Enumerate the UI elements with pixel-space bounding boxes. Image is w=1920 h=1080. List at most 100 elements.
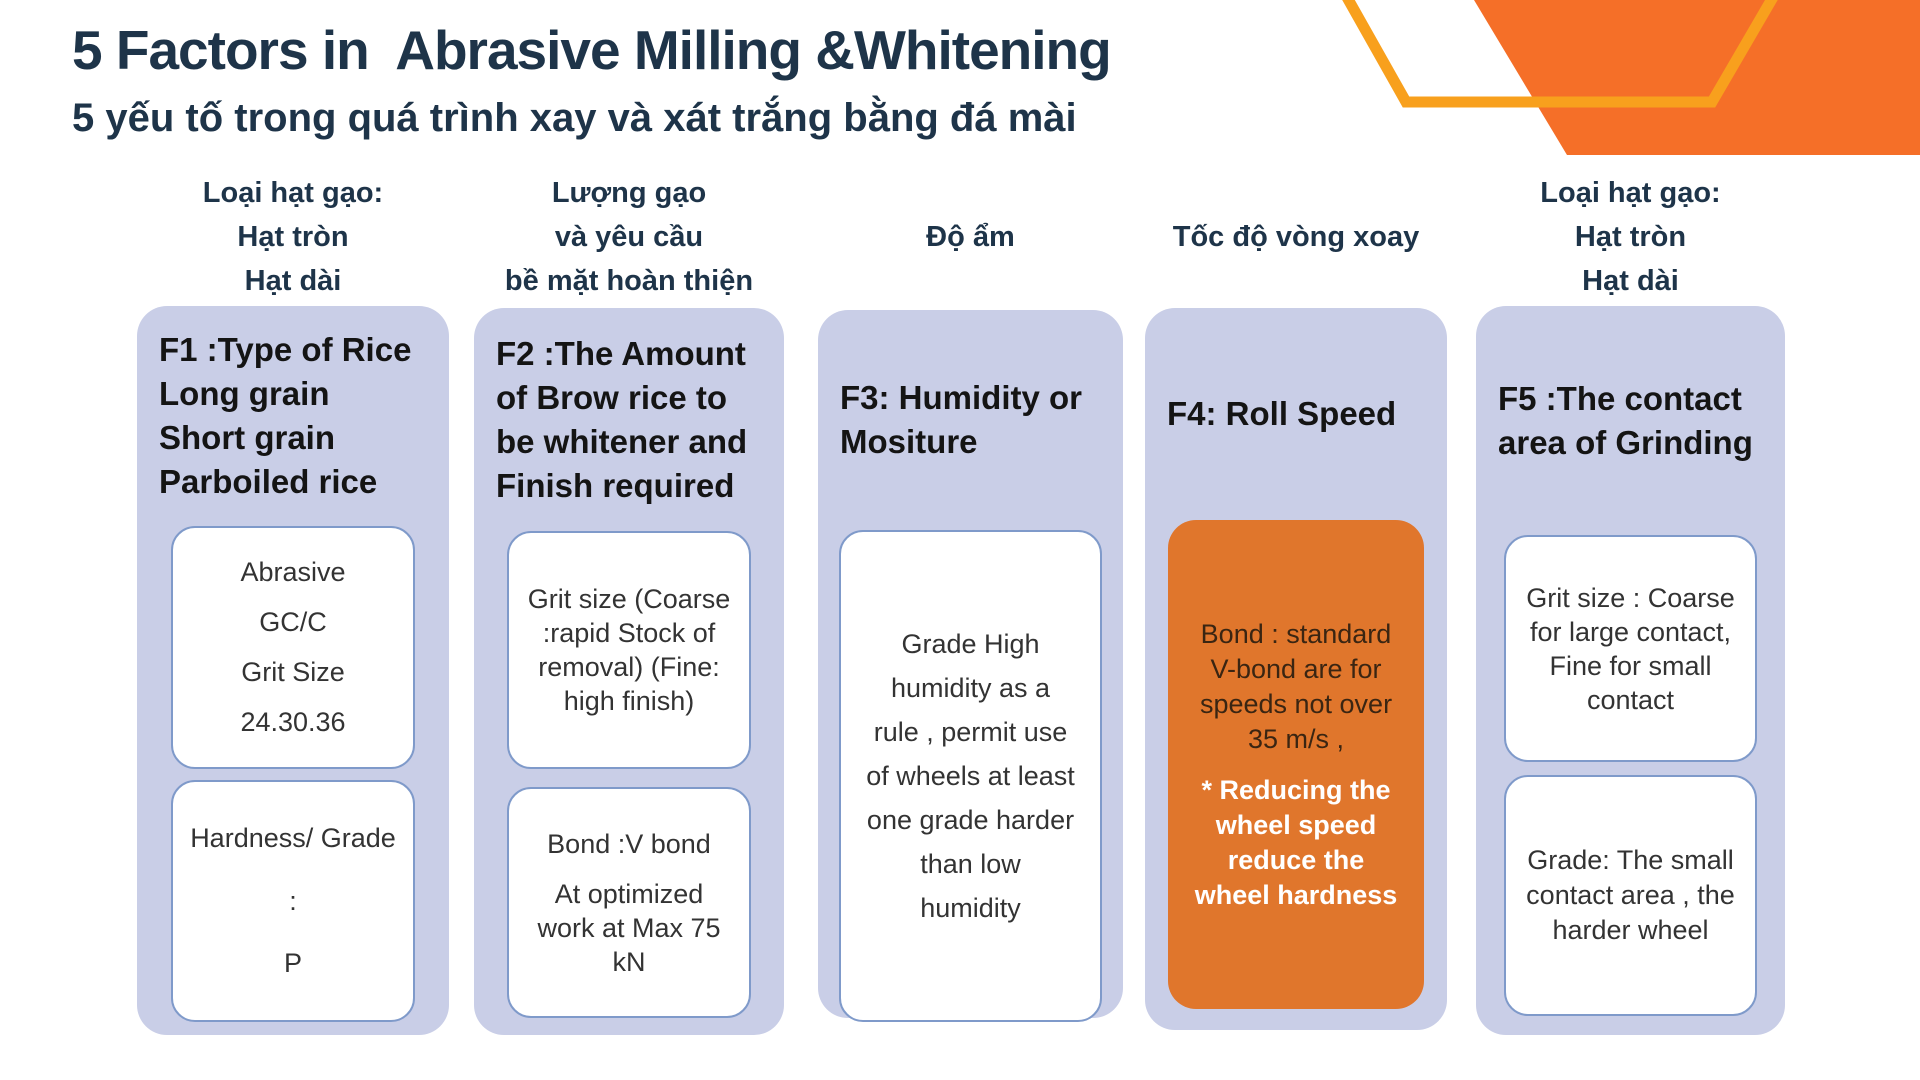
card-line: At optimized <box>554 878 704 909</box>
card-line: rule , permit use <box>873 717 1068 747</box>
factor-panel-f1: F1 :Type of Rice Long grain Short grain Par… <box>137 306 449 1035</box>
card-line: Grit size : Coarse <box>1526 582 1735 613</box>
column-top-label-line: Hạt tròn <box>237 221 349 253</box>
factor-card-f5-2: Grade: The small contact area , the harder… <box>1504 775 1757 1016</box>
column-top-label-line: và yêu cầu <box>554 221 704 253</box>
card-line: : <box>289 885 297 916</box>
card-line: of wheels at least <box>866 761 1075 791</box>
column-top-label-line: Hạt dài <box>1582 265 1679 297</box>
card-line: Fine for small <box>1549 650 1712 681</box>
factor-panel-f3: F3: Humidity or Mositure Grade High humidit… <box>818 310 1123 1022</box>
card-line: speeds not over <box>1199 688 1393 719</box>
card-line: Grade: The small <box>1527 845 1734 875</box>
card-text-group: Grit size (Coarse :rapid Stock of removal)… <box>513 582 745 718</box>
factor-panel-f5: F5 :The contact area of Grinding Grit size… <box>1476 306 1785 1035</box>
card-line: humidity as a <box>890 673 1051 703</box>
column-top-label-f3: Độ ẩm <box>818 174 1123 300</box>
card-text-group: Bond : standard V-bond are for speeds not … <box>1172 617 1420 757</box>
column-top-label-f2: Lượng gạo và yêu cầu bề mặt hoàn thiện <box>474 174 784 300</box>
slide-title: 5 Factors in Abrasive Milling &Whitening <box>72 19 1112 81</box>
factor-card-f2-2: Bond :V bond At optimized work at Max 75 kN <box>507 787 751 1018</box>
card-line: wheel speed <box>1215 809 1377 840</box>
factor-heading-f4: F4: Roll Speed <box>1167 308 1439 520</box>
column-top-label-f1: Loại hạt gạo: Hạt tròn Hạt dài <box>137 174 449 300</box>
factor-heading-line: Finish required <box>496 466 735 504</box>
card-line: Hardness/ Grade <box>190 823 396 854</box>
card-text-group: At optimized work at Max 75 kN <box>513 877 745 979</box>
factor-card-f4-1: Bond : standard V-bond are for speeds not … <box>1168 520 1424 1009</box>
card-line: than low <box>920 849 1021 879</box>
card-line: Bond : standard <box>1200 618 1392 649</box>
card-text-group: * Reducing the wheel speed reduce the wheel… <box>1172 773 1420 913</box>
factor-heading-text: F2 :The Amount of Brow rice to be whitener… <box>496 332 747 508</box>
factor-card-f1-1: Abrasive GC/C Grit Size 24.30.36 <box>171 526 415 769</box>
card-line: contact area , the <box>1526 880 1735 910</box>
factor-heading-f3: F3: Humidity or Mositure <box>840 310 1115 530</box>
factor-heading-line: F3: Humidity or <box>840 379 1083 416</box>
factor-card-f3-1: Grade High humidity as a rule , permit use… <box>839 530 1102 1022</box>
column-top-label-f4: Tốc độ vòng xoay <box>1145 174 1447 300</box>
card-line: Grit size (Coarse <box>527 584 731 614</box>
column-top-label-line: Hạt dài <box>244 265 342 297</box>
factor-panel-f4: F4: Roll Speed Bond : standard V-bond are … <box>1145 308 1447 1030</box>
card-line: wheel hardness <box>1194 879 1398 910</box>
column-top-label-line: Lượng gạo <box>551 177 707 209</box>
card-text-group: Grade: The small contact area , the harder… <box>1510 843 1751 948</box>
factor-heading-text: F5 :The contact area of Grinding <box>1498 377 1753 465</box>
card-line: Bond :V bond <box>547 828 711 859</box>
card-line: kN <box>612 946 646 977</box>
factor-heading-text: F3: Humidity or Mositure <box>840 376 1082 464</box>
factor-heading-f1: F1 :Type of Rice Long grain Short grain Par… <box>159 306 441 526</box>
factor-heading-line: Long grain <box>159 375 330 412</box>
factor-heading-text: F1 :Type of Rice Long grain Short grain Par… <box>159 328 411 504</box>
card-line: 24.30.36 <box>240 707 346 737</box>
card-line: work at Max 75 <box>537 912 721 943</box>
column-top-label-f5: Loại hạt gạo: Hạt tròn Hạt dài <box>1476 174 1785 300</box>
slide-subtitle: 5 yếu tố trong quá trình xay và xát trắn… <box>72 96 1077 140</box>
card-line: reduce the <box>1227 844 1365 875</box>
factor-heading-line: F2 :The Amount <box>496 334 746 372</box>
factor-card-f5-1: Grit size : Coarse for large contact, Fine… <box>1504 535 1757 762</box>
factor-heading-line: F5 :The contact <box>1498 379 1742 417</box>
card-text-group: Bond :V bond <box>513 827 745 861</box>
card-line: :rapid Stock of <box>542 618 716 648</box>
factor-heading-line: F1 :Type of Rice <box>159 331 412 368</box>
factor-heading-f2: F2 :The Amount of Brow rice to be whitener… <box>496 308 776 531</box>
card-line: 35 m/s , <box>1247 723 1345 754</box>
factor-heading-line: Short grain <box>159 419 336 456</box>
factor-heading-f5: F5 :The contact area of Grinding <box>1498 306 1777 535</box>
decor-filled-band <box>1474 0 1920 155</box>
card-line: contact <box>1586 684 1675 715</box>
factor-heading-line: area of Grinding <box>1498 423 1753 461</box>
column-top-label-line: Hạt tròn <box>1574 221 1687 253</box>
card-line: harder wheel <box>1552 915 1709 945</box>
card-text-group: Grit size : Coarse for large contact, Fine… <box>1510 581 1751 717</box>
column-top-label-line: Loại hạt gạo: <box>1540 177 1721 209</box>
column-top-label-line: bề mặt hoàn thiện <box>504 265 754 297</box>
card-line: Grit Size <box>241 657 345 687</box>
factor-card-f2-1: Grit size (Coarse :rapid Stock of removal)… <box>507 531 751 769</box>
card-line: removal) (Fine: <box>538 652 720 682</box>
card-line: GC/C <box>259 607 327 637</box>
card-line: Abrasive <box>240 557 346 587</box>
column-top-label-line: Tốc độ vòng xoay <box>1172 221 1420 253</box>
card-line: high finish) <box>563 686 695 716</box>
card-line: one grade harder <box>866 805 1075 835</box>
factor-heading-line: be whitener and <box>496 422 748 460</box>
card-line: humidity <box>920 893 1021 923</box>
card-line: * Reducing the <box>1201 774 1391 805</box>
column-top-label-line: Độ ẩm <box>926 221 1015 253</box>
factor-panel-f2: F2 :The Amount of Brow rice to be whitener… <box>474 308 784 1035</box>
card-line: for large contact, <box>1529 616 1732 647</box>
factor-heading-line: of Brow rice to <box>496 378 728 416</box>
card-line: V-bond are for <box>1210 653 1382 684</box>
factor-heading-text: F4: Roll Speed <box>1167 392 1396 436</box>
factor-heading-line: Mositure <box>840 423 978 460</box>
card-text-group: Grade High humidity as a rule , permit use… <box>845 622 1096 930</box>
factor-heading-line: Parboiled rice <box>159 463 378 500</box>
factor-card-f1-2: Hardness/ Grade: P <box>171 780 415 1022</box>
column-top-label-line: Loại hạt gạo: <box>202 177 384 209</box>
card-line: P <box>283 947 302 978</box>
factor-heading-line: F4: Roll Speed <box>1167 395 1397 432</box>
